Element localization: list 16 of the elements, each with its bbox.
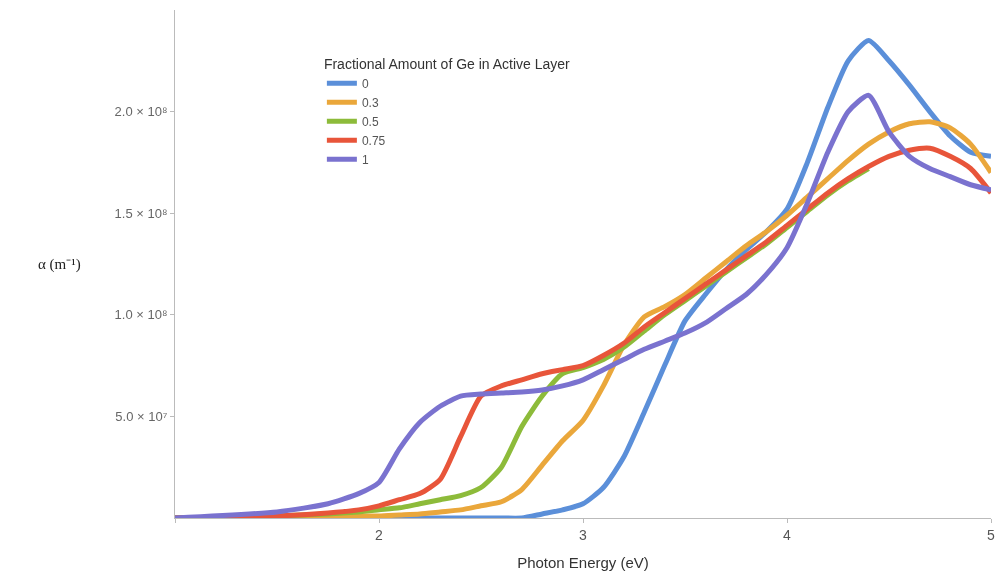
legend-label: 0.3 (361, 96, 379, 111)
legend-title: Fractional Amount of Ge in Active Layer (323, 55, 571, 72)
legend-label: 0 (361, 77, 369, 92)
x-tick-label: 5 (987, 526, 996, 543)
x-tick-label: 4 (783, 526, 792, 543)
legend-label: 1 (361, 153, 369, 168)
x-axis-title: Photon Energy (eV) (517, 553, 649, 571)
legend-label: 0.75 (361, 134, 386, 149)
x-tick-label: 2 (375, 526, 384, 543)
x-tick-label: 3 (579, 526, 588, 543)
y-tick-label: 1.5 × 10⁸ (114, 205, 168, 221)
y-tick-label: 5.0 × 10⁷ (115, 408, 168, 424)
y-axis-title: α (m⁻¹) (38, 256, 81, 273)
y-tick-label: 2.0 × 10⁸ (114, 104, 168, 120)
y-tick-label: 1.0 × 10⁸ (114, 307, 168, 323)
legend-label: 0.5 (361, 115, 379, 130)
